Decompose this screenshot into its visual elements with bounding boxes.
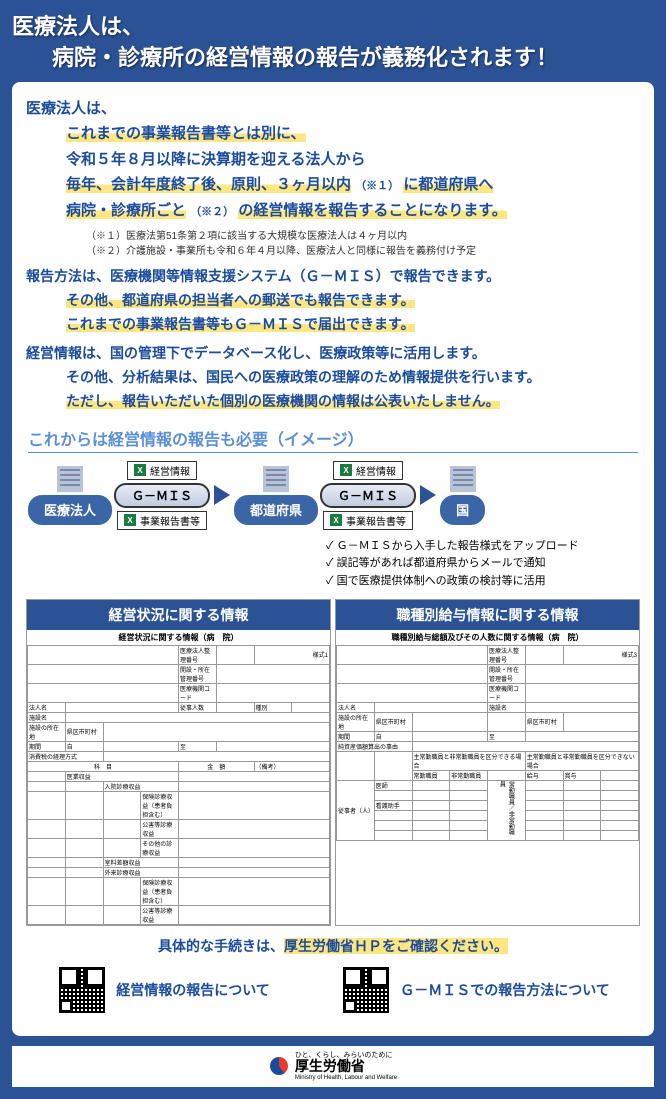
footer-lead-text: 具体的な手続きは、 bbox=[158, 938, 284, 954]
use-u1: その他、分析結果は、国民への医療政策の理解のため情報提供を行います。 bbox=[66, 369, 541, 385]
qr-code-icon[interactable] bbox=[56, 964, 108, 1016]
page-header: 医療法人は、 病院・診療所の経営情報の報告が義務化されます！ bbox=[12, 12, 654, 74]
qr-label-2: Ｇ－ＭＩＳでの報告方法について bbox=[400, 980, 610, 1000]
method-title: 報告方法は、医療機関等情報支援システム（Ｇ－ＭＩＳ）で報告できます。 bbox=[26, 268, 500, 284]
building-icon bbox=[450, 466, 476, 492]
use-u2: ただし、報告いただいた個別の医療機関の情報は公表いたしません。 bbox=[66, 393, 500, 409]
use-block: 経営情報は、国の管理下でデータベース化し、医療政策等に活用します。 その他、分析… bbox=[26, 342, 640, 413]
gmis-badge-1: Ｇ－ＭＩＳ bbox=[114, 483, 210, 508]
chip-report-1: X事業報告書等 bbox=[117, 511, 207, 530]
qr-label-1: 経営情報の報告について bbox=[116, 980, 270, 1000]
footnote-2: （※２）介護施設・事業所も令和６年４月以降、医療法人と同様に報告を義務付け予定 bbox=[86, 244, 640, 259]
method-m2: これまでの事業報告書等もＧ－ＭＩＳで届出できます。 bbox=[66, 316, 415, 332]
chip-mgmt-1: X経営情報 bbox=[127, 461, 197, 480]
doc-right: 職種別給与情報に関する情報 職種別給与総額及びその人数に関する情報（病 院） 医… bbox=[335, 599, 640, 926]
check-3: 国で医療提供体制への政策の検討等に活用 bbox=[326, 573, 640, 591]
intro-l1: これまでの事業報告書等とは別に、 bbox=[66, 125, 306, 142]
checklist: Ｇ－ＭＩＳから入手した報告様式をアップロード 誤記等があれば都道府県からメールで… bbox=[326, 538, 640, 591]
diagram-title: これからは経営情報の報告も必要（イメージ） bbox=[28, 426, 638, 453]
ministry-en: Ministry of Health, Labour and Welfare bbox=[295, 1075, 397, 1082]
method-m1: その他、都道府県の担当者への郵送でも報告できます。 bbox=[66, 292, 415, 308]
sample-documents: 経営状況に関する情報 経営状況に関する情報（病 院） 医療法人整理番号様式1 開… bbox=[26, 599, 640, 926]
qr-row: 経営情報の報告について Ｇ－ＭＩＳでの報告方法について bbox=[26, 964, 640, 1016]
building-icon bbox=[57, 466, 83, 492]
doc-right-sub: 職種別給与総額及びその人数に関する情報（病 院） bbox=[336, 630, 639, 645]
flow-diagram: 医療法人 X経営情報 Ｇ－ＭＩＳ X事業報告書等 都道府県 X経営情報 Ｇ－ＭＩ… bbox=[28, 461, 640, 530]
main-content-box: 医療法人は、 これまでの事業報告書等とは別に、 令和５年８月以降に決算期を迎える… bbox=[12, 82, 654, 1036]
header-line1: 医療法人は、 bbox=[12, 12, 654, 43]
arrow-icon bbox=[214, 485, 230, 505]
check-1: Ｇ－ＭＩＳから入手した報告様式をアップロード bbox=[326, 538, 640, 556]
doc-right-title: 職種別給与情報に関する情報 bbox=[336, 600, 639, 630]
entity-nation: 国 bbox=[440, 495, 485, 525]
footer-lead: 具体的な手続きは、厚生労働省ＨＰをご確認ください。 bbox=[26, 936, 640, 956]
intro-l4b: の経営情報を報告することになります。 bbox=[238, 202, 507, 219]
entity-pref: 都道府県 bbox=[234, 495, 318, 525]
footer-hp: 厚生労働省ＨＰをご確認ください。 bbox=[284, 938, 508, 954]
entity-corp: 医療法人 bbox=[28, 495, 112, 525]
intro-l4a: 病院・診療所ごと bbox=[66, 202, 186, 219]
qr-code-icon[interactable] bbox=[340, 964, 392, 1016]
ministry-jp: 厚生労働省 bbox=[295, 1059, 397, 1074]
gmis-badge-2: Ｇ－ＭＩＳ bbox=[320, 483, 416, 508]
ministry-tagline: ひと、くらし、みらいのために bbox=[295, 1052, 397, 1060]
intro-l3a: 毎年、会計年度終了後、原則、３ヶ月以内 bbox=[66, 176, 351, 193]
footnotes: （※１）医療法第51条第２項に該当する大規模な医療法人は４ヶ月以内 （※２）介護… bbox=[86, 229, 640, 259]
header-line2: 病院・診療所の経営情報の報告が義務化されます！ bbox=[12, 43, 654, 74]
intro-l4-marker: （※２） bbox=[190, 206, 234, 218]
use-title: 経営情報は、国の管理下でデータベース化し、医療政策等に活用します。 bbox=[26, 345, 486, 361]
doc-left-sub: 経営状況に関する情報（病 院） bbox=[27, 630, 330, 645]
footnote-1: （※１）医療法第51条第２項に該当する大規模な医療法人は４ヶ月以内 bbox=[86, 229, 640, 244]
doc-left: 経営状況に関する情報 経営状況に関する情報（病 院） 医療法人整理番号様式1 開… bbox=[26, 599, 331, 926]
check-2: 誤記等があれば都道府県からメールで通知 bbox=[326, 555, 640, 573]
method-block: 報告方法は、医療機関等情報支援システム（Ｇ－ＭＩＳ）で報告できます。 その他、都… bbox=[26, 265, 640, 336]
intro-l3-marker: （※１） bbox=[355, 180, 399, 192]
chip-mgmt-2: X経営情報 bbox=[333, 461, 403, 480]
doc-left-title: 経営状況に関する情報 bbox=[27, 600, 330, 630]
intro-lead: 医療法人は、 bbox=[26, 100, 116, 117]
ministry-logo-icon bbox=[269, 1056, 289, 1076]
intro-block: 医療法人は、 これまでの事業報告書等とは別に、 令和５年８月以降に決算期を迎える… bbox=[26, 96, 640, 224]
intro-l3b: に都道府県へ bbox=[403, 176, 493, 193]
chip-report-2: X事業報告書等 bbox=[323, 511, 413, 530]
arrow-icon bbox=[420, 485, 436, 505]
building-icon bbox=[263, 466, 289, 492]
ministry-footer: ひと、くらし、みらいのために 厚生労働省 Ministry of Health,… bbox=[12, 1046, 654, 1088]
intro-l2: 令和５年８月以降に決算期を迎える法人から bbox=[66, 151, 366, 168]
